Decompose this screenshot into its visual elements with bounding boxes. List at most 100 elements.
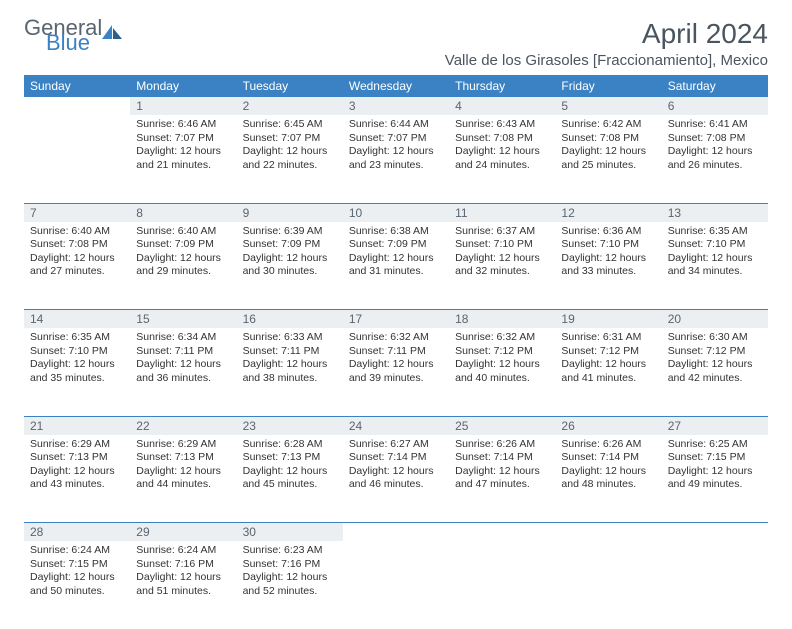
day-info-line: and 40 minutes. [455, 372, 549, 386]
content-row: Sunrise: 6:46 AMSunset: 7:07 PMDaylight:… [24, 115, 768, 203]
day-info-line: Sunrise: 6:29 AM [30, 438, 124, 452]
location-text: Valle de los Girasoles [Fraccionamiento]… [445, 52, 768, 69]
day-number-cell: 23 [237, 416, 343, 435]
day-info-line: Sunrise: 6:35 AM [30, 331, 124, 345]
day-info-line: Sunrise: 6:23 AM [243, 544, 337, 558]
day-cell: Sunrise: 6:37 AMSunset: 7:10 PMDaylight:… [449, 222, 555, 310]
day-info-line: and 31 minutes. [349, 265, 443, 279]
content-row: Sunrise: 6:40 AMSunset: 7:08 PMDaylight:… [24, 222, 768, 310]
day-info-line: Sunset: 7:11 PM [136, 345, 230, 359]
day-number-cell [662, 523, 768, 542]
day-info-line: Sunset: 7:13 PM [30, 451, 124, 465]
weekday-header: Thursday [449, 75, 555, 97]
day-info-line: and 22 minutes. [243, 159, 337, 173]
day-info-line: and 44 minutes. [136, 478, 230, 492]
day-info-line: Sunset: 7:09 PM [349, 238, 443, 252]
weekday-header-row: Sunday Monday Tuesday Wednesday Thursday… [24, 75, 768, 97]
day-info-line: Daylight: 12 hours [243, 358, 337, 372]
day-cell: Sunrise: 6:30 AMSunset: 7:12 PMDaylight:… [662, 328, 768, 416]
day-cell-content: Sunrise: 6:34 AMSunset: 7:11 PMDaylight:… [130, 328, 236, 392]
day-info-line: Daylight: 12 hours [668, 358, 762, 372]
day-number-cell: 17 [343, 310, 449, 329]
title-block: April 2024 Valle de los Girasoles [Fracc… [445, 18, 768, 69]
day-info-line: Sunset: 7:12 PM [668, 345, 762, 359]
day-info-line: Sunrise: 6:26 AM [455, 438, 549, 452]
day-number-cell: 27 [662, 416, 768, 435]
daynum-row: 78910111213 [24, 203, 768, 222]
day-cell-content: Sunrise: 6:23 AMSunset: 7:16 PMDaylight:… [237, 541, 343, 605]
day-number-cell: 11 [449, 203, 555, 222]
day-info-line: Daylight: 12 hours [243, 252, 337, 266]
day-info-line: Sunset: 7:11 PM [349, 345, 443, 359]
day-info-line: Sunrise: 6:28 AM [243, 438, 337, 452]
weekday-header: Tuesday [237, 75, 343, 97]
day-info-line: Sunrise: 6:29 AM [136, 438, 230, 452]
day-number-cell: 30 [237, 523, 343, 542]
day-number-cell: 3 [343, 97, 449, 115]
day-cell-content: Sunrise: 6:28 AMSunset: 7:13 PMDaylight:… [237, 435, 343, 499]
day-info-line: Sunset: 7:09 PM [243, 238, 337, 252]
day-info-line: and 49 minutes. [668, 478, 762, 492]
day-cell-content: Sunrise: 6:40 AMSunset: 7:08 PMDaylight:… [24, 222, 130, 286]
day-info-line: and 34 minutes. [668, 265, 762, 279]
day-info-line: and 42 minutes. [668, 372, 762, 386]
day-info-line: Sunset: 7:14 PM [455, 451, 549, 465]
day-cell-content: Sunrise: 6:44 AMSunset: 7:07 PMDaylight:… [343, 115, 449, 179]
day-info-line: Daylight: 12 hours [561, 145, 655, 159]
day-info-line: and 47 minutes. [455, 478, 549, 492]
day-info-line: and 33 minutes. [561, 265, 655, 279]
day-info-line: and 51 minutes. [136, 585, 230, 599]
day-info-line: Sunrise: 6:40 AM [136, 225, 230, 239]
day-info-line: and 32 minutes. [455, 265, 549, 279]
day-info-line: Sunset: 7:11 PM [243, 345, 337, 359]
day-info-line: Sunrise: 6:32 AM [349, 331, 443, 345]
day-info-line: Daylight: 12 hours [349, 465, 443, 479]
day-info-line: Sunset: 7:16 PM [136, 558, 230, 572]
day-number-cell: 14 [24, 310, 130, 329]
day-info-line: Sunrise: 6:27 AM [349, 438, 443, 452]
day-info-line: Sunrise: 6:45 AM [243, 118, 337, 132]
day-number-cell: 28 [24, 523, 130, 542]
day-cell: Sunrise: 6:39 AMSunset: 7:09 PMDaylight:… [237, 222, 343, 310]
logo: General Blue [24, 18, 122, 54]
day-info-line: Daylight: 12 hours [136, 571, 230, 585]
day-info-line: Sunrise: 6:25 AM [668, 438, 762, 452]
day-cell-content: Sunrise: 6:33 AMSunset: 7:11 PMDaylight:… [237, 328, 343, 392]
day-info-line: and 24 minutes. [455, 159, 549, 173]
daynum-row: 14151617181920 [24, 310, 768, 329]
day-number-cell: 7 [24, 203, 130, 222]
day-info-line: Daylight: 12 hours [349, 358, 443, 372]
day-cell-content: Sunrise: 6:26 AMSunset: 7:14 PMDaylight:… [449, 435, 555, 499]
day-number-cell: 10 [343, 203, 449, 222]
day-number-cell: 19 [555, 310, 661, 329]
day-cell [24, 115, 130, 203]
day-info-line: Daylight: 12 hours [30, 571, 124, 585]
day-cell-content: Sunrise: 6:41 AMSunset: 7:08 PMDaylight:… [662, 115, 768, 179]
day-cell: Sunrise: 6:44 AMSunset: 7:07 PMDaylight:… [343, 115, 449, 203]
day-info-line: and 26 minutes. [668, 159, 762, 173]
day-info-line: and 35 minutes. [30, 372, 124, 386]
day-cell: Sunrise: 6:27 AMSunset: 7:14 PMDaylight:… [343, 435, 449, 523]
logo-text-wrap: General Blue [24, 18, 122, 54]
day-info-line: and 38 minutes. [243, 372, 337, 386]
day-cell: Sunrise: 6:26 AMSunset: 7:14 PMDaylight:… [555, 435, 661, 523]
day-cell: Sunrise: 6:34 AMSunset: 7:11 PMDaylight:… [130, 328, 236, 416]
day-info-line: Daylight: 12 hours [561, 252, 655, 266]
day-info-line: Daylight: 12 hours [455, 252, 549, 266]
day-info-line: and 29 minutes. [136, 265, 230, 279]
day-number-cell: 13 [662, 203, 768, 222]
day-number-cell: 8 [130, 203, 236, 222]
day-info-line: Sunset: 7:13 PM [243, 451, 337, 465]
day-cell: Sunrise: 6:24 AMSunset: 7:15 PMDaylight:… [24, 541, 130, 629]
day-info-line: and 52 minutes. [243, 585, 337, 599]
day-info-line: Sunrise: 6:33 AM [243, 331, 337, 345]
day-cell-content: Sunrise: 6:27 AMSunset: 7:14 PMDaylight:… [343, 435, 449, 499]
day-cell: Sunrise: 6:29 AMSunset: 7:13 PMDaylight:… [130, 435, 236, 523]
day-info-line: Sunrise: 6:44 AM [349, 118, 443, 132]
month-title: April 2024 [445, 18, 768, 50]
day-number-cell: 26 [555, 416, 661, 435]
day-info-line: Sunrise: 6:37 AM [455, 225, 549, 239]
day-cell-content: Sunrise: 6:29 AMSunset: 7:13 PMDaylight:… [24, 435, 130, 499]
day-number-cell [343, 523, 449, 542]
day-number-cell: 29 [130, 523, 236, 542]
